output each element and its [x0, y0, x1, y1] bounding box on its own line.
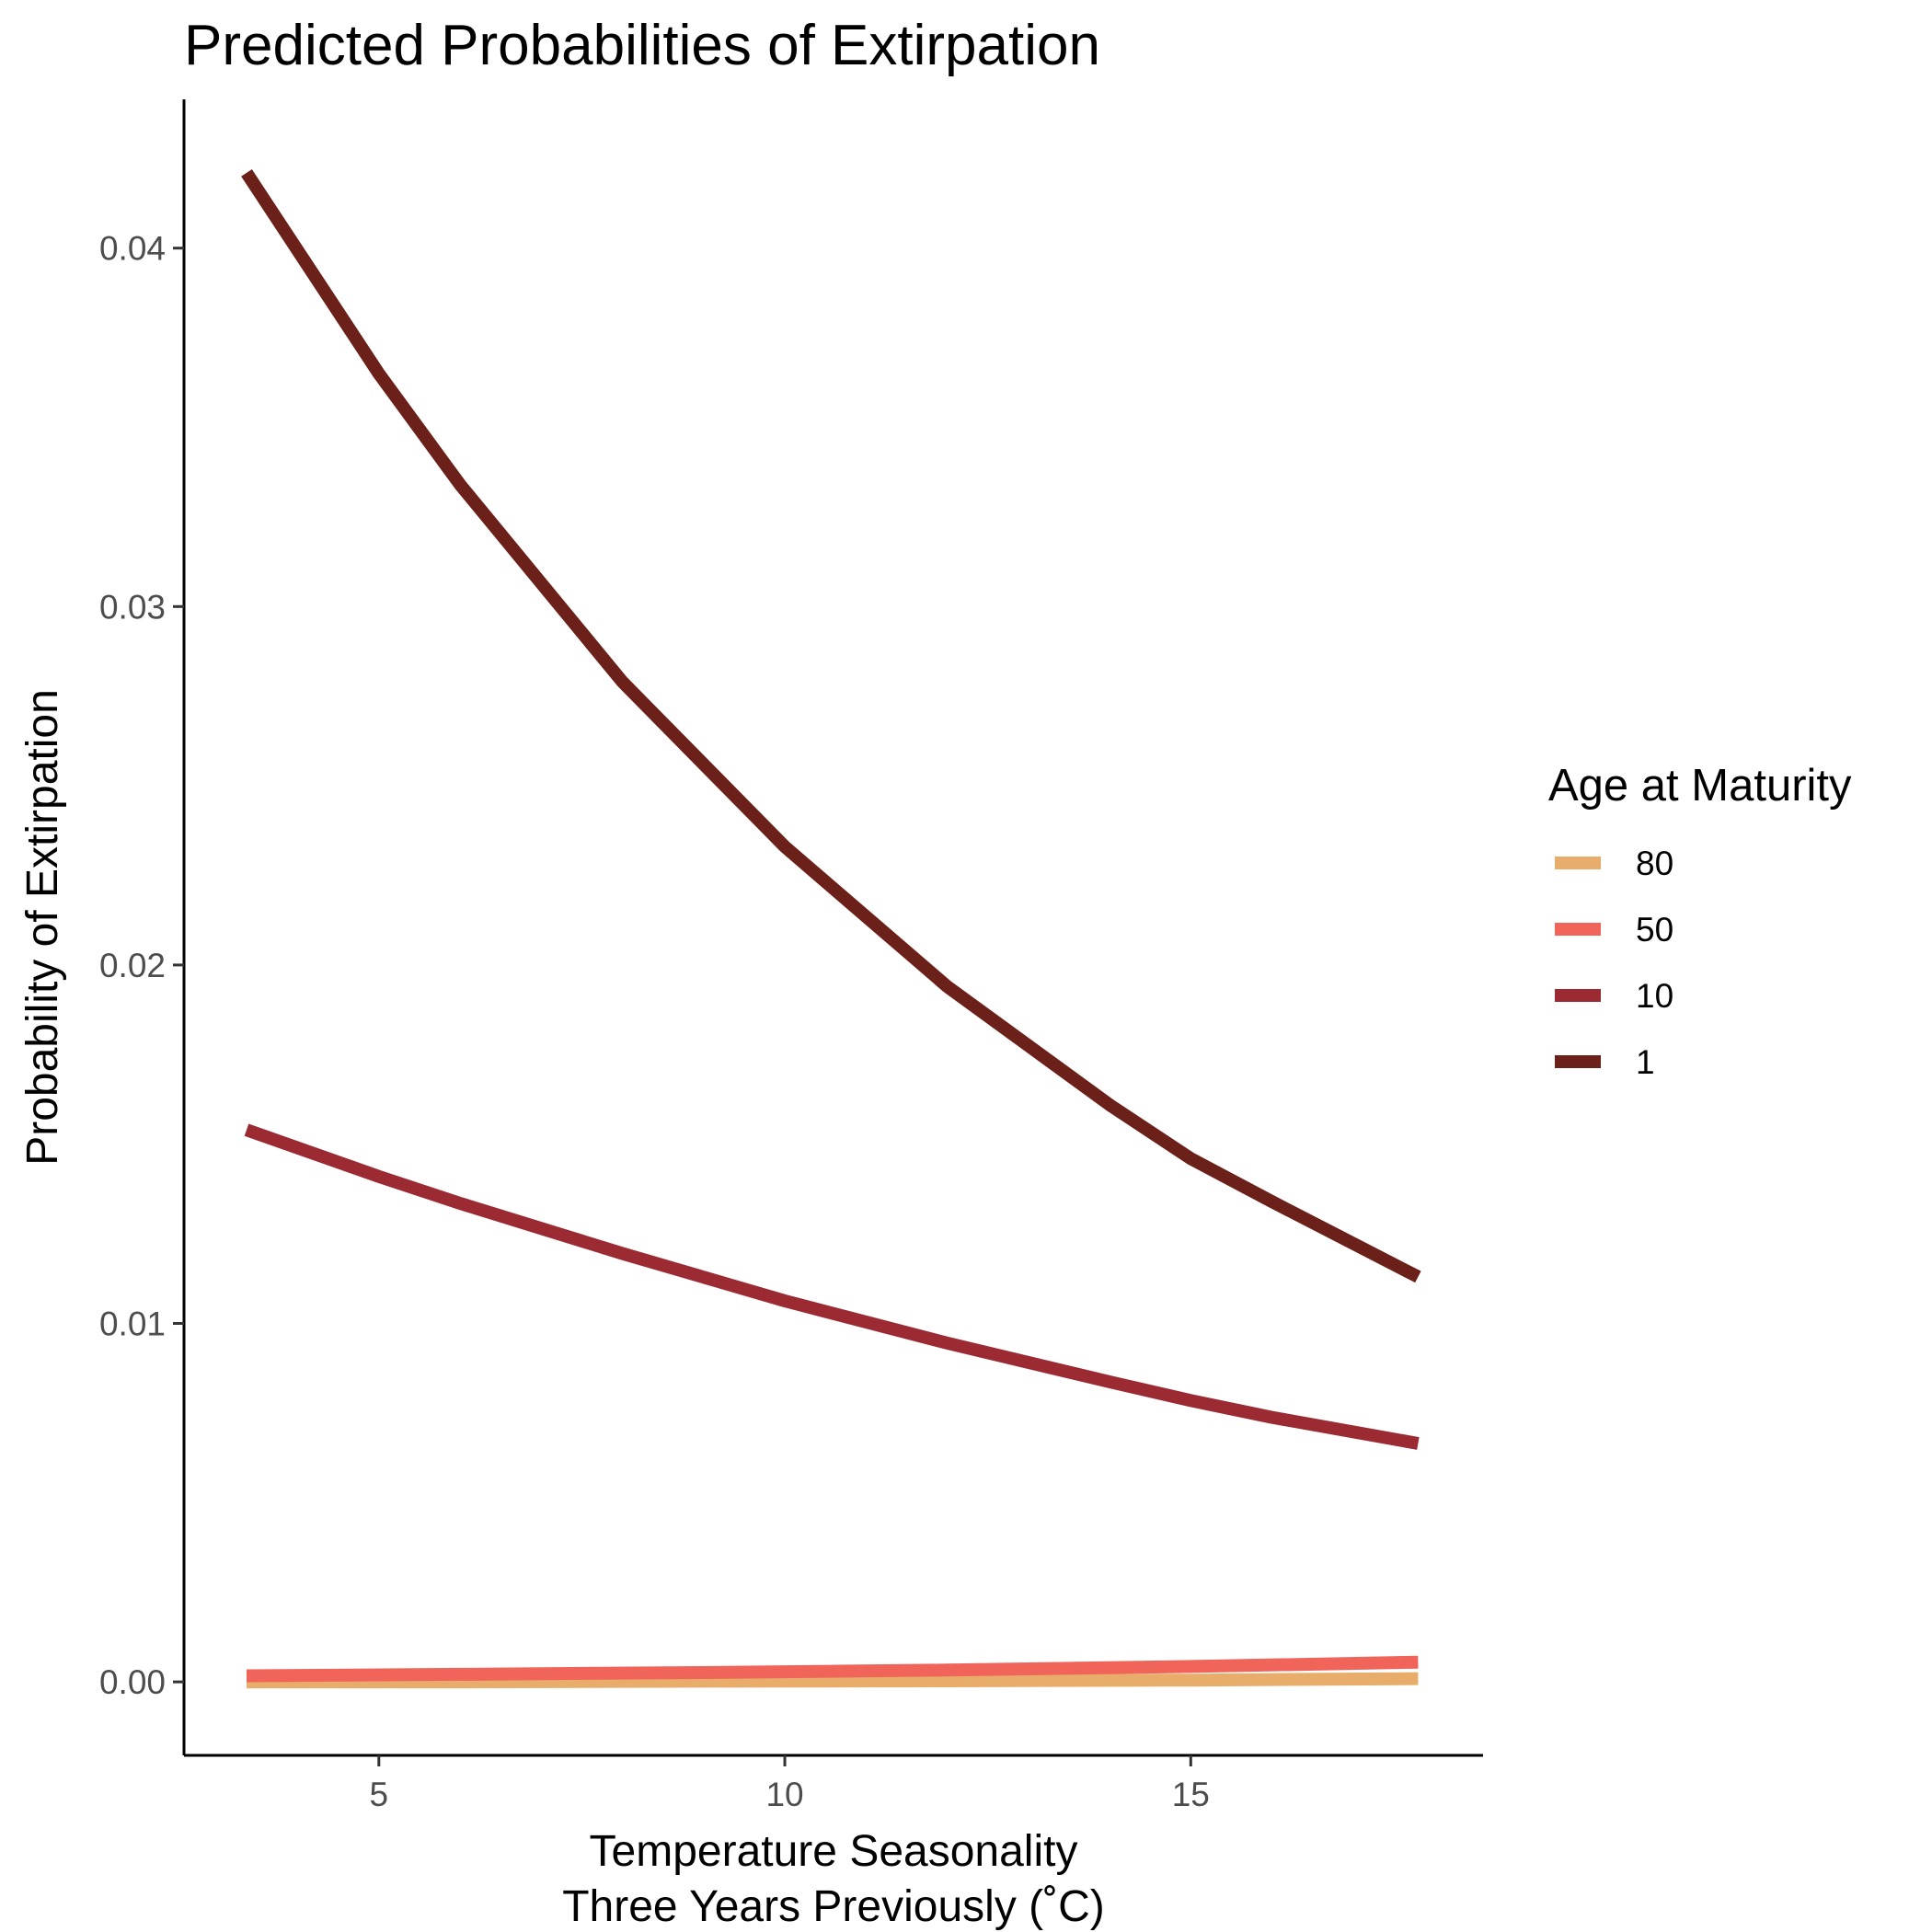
series-line-1	[241, 169, 1421, 1283]
y-tick-label: 0.03	[99, 588, 166, 626]
legend-title: Age at Maturity	[1548, 761, 1852, 811]
legend: Age at Maturity 80 50 10 1	[1548, 761, 1852, 1081]
legend-label-10: 10	[1636, 977, 1673, 1015]
series-line-50	[246, 1655, 1419, 1683]
y-tick-label: 0.01	[99, 1305, 166, 1343]
x-axis-title-line-1: Temperature Seasonality	[590, 1827, 1078, 1876]
legend-label-80: 80	[1636, 845, 1673, 882]
x-tick-label: 10	[765, 1776, 803, 1813]
chart-title: Predicted Probabilities of Extirpation	[184, 14, 1100, 77]
x-axis-ticks: 5 10 15	[370, 1755, 1210, 1813]
x-axis-title-line-2: Three Years Previously (˚C)	[562, 1882, 1105, 1931]
legend-items: 80 50 10 1	[1555, 845, 1673, 1081]
y-tick-label: 0.00	[99, 1663, 166, 1701]
series-layer	[241, 169, 1421, 1689]
series-line-10	[244, 1123, 1420, 1450]
x-tick-label: 15	[1172, 1776, 1210, 1813]
series-line-80	[247, 1672, 1419, 1689]
y-tick-label: 0.02	[99, 947, 166, 984]
legend-label-1: 1	[1636, 1043, 1655, 1081]
y-axis-title: Probability of Extirpation	[18, 689, 67, 1166]
plot-area: 5 10 15 0.00 0.01 0.02 0.03 0.04	[99, 99, 1483, 1813]
x-tick-label: 5	[370, 1776, 389, 1813]
y-axis-ticks: 0.00 0.01 0.02 0.03 0.04	[99, 230, 184, 1701]
legend-label-50: 50	[1636, 911, 1673, 949]
y-tick-label: 0.04	[99, 230, 166, 268]
